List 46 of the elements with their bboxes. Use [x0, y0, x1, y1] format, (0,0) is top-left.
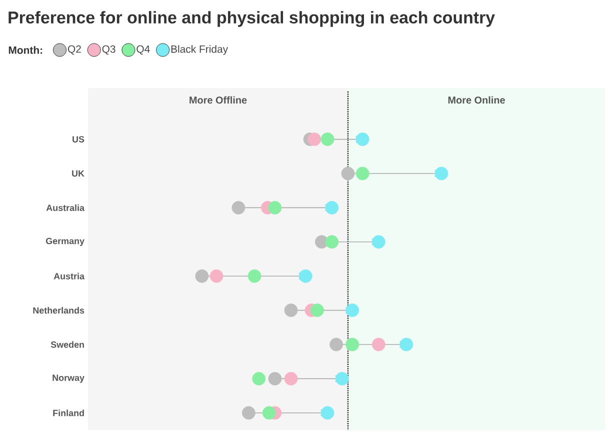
point	[252, 372, 266, 386]
y-tick-label: UK	[72, 170, 84, 177]
point	[320, 406, 334, 420]
point	[248, 269, 262, 283]
point	[372, 338, 386, 352]
point	[284, 304, 298, 317]
point	[346, 338, 360, 352]
y-tick-label: Netherlands	[33, 306, 84, 314]
y-tick-label: Norway	[52, 374, 84, 383]
point	[356, 166, 370, 180]
point	[232, 200, 246, 214]
point	[210, 269, 224, 283]
legend-label: Q2	[68, 45, 81, 55]
legend-label: Black Friday	[171, 45, 228, 55]
legend-title: Month:	[8, 46, 42, 54]
point	[268, 200, 282, 214]
point	[335, 372, 349, 386]
point	[262, 406, 276, 420]
point	[310, 304, 324, 317]
point	[356, 132, 370, 146]
point	[372, 235, 386, 249]
point	[341, 166, 355, 180]
y-tick-label: Austria	[54, 272, 85, 280]
y-tick-label: Australia	[46, 204, 85, 211]
point	[330, 338, 343, 352]
y-tick-label: Sweden	[50, 341, 84, 348]
legend-label: Q4	[136, 45, 150, 55]
y-tick-label: US	[72, 136, 84, 142]
point	[298, 269, 312, 283]
point	[195, 269, 209, 283]
point	[325, 235, 339, 249]
legend-label: Q3	[102, 45, 116, 55]
point	[320, 132, 334, 146]
point	[242, 406, 256, 420]
band-label: More Online	[448, 96, 505, 104]
point	[268, 372, 282, 386]
point	[308, 132, 322, 146]
point	[284, 372, 298, 386]
point	[325, 200, 339, 214]
chart-title: Preference for online and physical shopping in each country	[8, 11, 495, 27]
point	[434, 166, 448, 180]
point	[400, 338, 414, 352]
point	[346, 304, 360, 317]
band-label: More Offline	[190, 96, 247, 104]
y-tick-label: Finland	[53, 410, 84, 416]
y-tick-label: Germany	[46, 238, 84, 246]
